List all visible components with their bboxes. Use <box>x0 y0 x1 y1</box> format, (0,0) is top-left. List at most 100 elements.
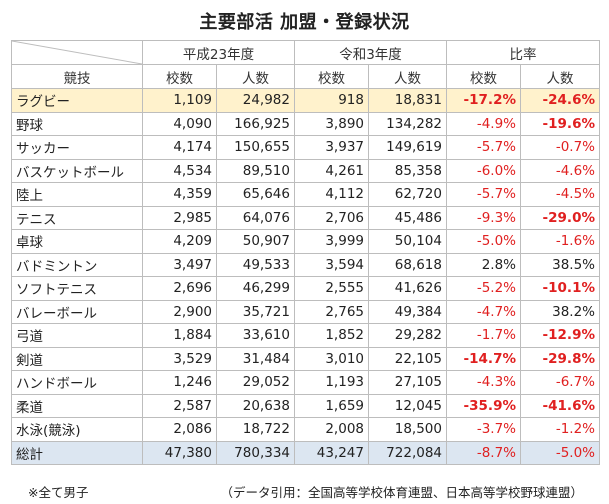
cell-people-h23: 89,510 <box>216 158 295 183</box>
note-data-source: （データ引用：全国高等学校体育連盟、日本高等学校野球連盟） <box>220 485 583 500</box>
table-row: 弓道 1,884 33,610 1,852 29,282 -1.7% -12.9% <box>11 323 600 348</box>
cell-people-h23: 46,299 <box>216 276 295 301</box>
cell-people-h23: 50,907 <box>216 229 295 254</box>
table-row-highlight: ラグビー 1,109 24,982 918 18,831 -17.2% -24.6% <box>11 88 600 113</box>
cell-schools-r3: 43,247 <box>294 440 369 465</box>
table-body: ラグビー 1,109 24,982 918 18,831 -17.2% -24.6% 野球 4,… <box>11 88 600 465</box>
cell-people-h23: 31,484 <box>216 346 295 371</box>
cell-ratio-people: 38.2% <box>520 299 600 324</box>
cell-sport: バドミントン <box>11 252 143 277</box>
cell-ratio-schools: -9.3% <box>446 205 521 230</box>
cell-people-r3: 722,084 <box>368 440 447 465</box>
cell-sport: 弓道 <box>11 323 143 348</box>
corner-cell <box>11 40 143 65</box>
cell-people-h23: 18,722 <box>216 417 295 442</box>
cell-ratio-people: -41.6% <box>520 393 600 418</box>
cell-schools-r3: 2,765 <box>294 299 369 324</box>
header-sport: 競技 <box>11 64 143 89</box>
cell-people-r3: 62,720 <box>368 182 447 207</box>
note-all-male: ※全て男子 <box>28 485 89 500</box>
header-people-ratio: 人数 <box>520 64 600 89</box>
table-row: 水泳(競泳) 2,086 18,722 2,008 18,500 -3.7% -1.2% <box>11 417 600 442</box>
table-row: バレーボール 2,900 35,721 2,765 49,384 -4.7% 38.2% <box>11 299 600 324</box>
cell-people-h23: 166,925 <box>216 111 295 136</box>
cell-schools-r3: 3,937 <box>294 135 369 160</box>
table-row: 柔道 2,587 20,638 1,659 12,045 -35.9% -41.6% <box>11 393 600 418</box>
cell-schools-r3: 2,555 <box>294 276 369 301</box>
cell-sport: 水泳(競泳) <box>11 417 143 442</box>
cell-ratio-people: -29.0% <box>520 205 600 230</box>
cell-people-r3: 134,282 <box>368 111 447 136</box>
cell-sport: テニス <box>11 205 143 230</box>
cell-sport: バレーボール <box>11 299 143 324</box>
cell-ratio-schools: -4.7% <box>446 299 521 324</box>
cell-schools-r3: 3,890 <box>294 111 369 136</box>
cell-people-r3: 27,105 <box>368 370 447 395</box>
table-row: 陸上 4,359 65,646 4,112 62,720 -5.7% -4.5% <box>11 182 600 207</box>
header-row-columns: 競技 校数 人数 校数 人数 校数 人数 <box>11 64 600 89</box>
cell-sport: ソフトテニス <box>11 276 143 301</box>
cell-ratio-schools: -17.2% <box>446 88 521 113</box>
cell-ratio-people: -12.9% <box>520 323 600 348</box>
cell-schools-h23: 4,209 <box>142 229 217 254</box>
cell-schools-h23: 1,109 <box>142 88 217 113</box>
cell-people-h23: 65,646 <box>216 182 295 207</box>
cell-ratio-people: -5.0% <box>520 440 600 465</box>
table-row: バドミントン 3,497 49,533 3,594 68,618 2.8% 38.5% <box>11 252 600 277</box>
cell-ratio-people: 38.5% <box>520 252 600 277</box>
cell-sport: 卓球 <box>11 229 143 254</box>
cell-schools-r3: 918 <box>294 88 369 113</box>
cell-schools-h23: 2,696 <box>142 276 217 301</box>
page-title: 主要部活 加盟・登録状況 <box>199 12 410 33</box>
cell-schools-h23: 3,497 <box>142 252 217 277</box>
table-row: 卓球 4,209 50,907 3,999 50,104 -5.0% -1.6% <box>11 229 600 254</box>
cell-ratio-people: -6.7% <box>520 370 600 395</box>
cell-people-h23: 33,610 <box>216 323 295 348</box>
cell-ratio-people: -29.8% <box>520 346 600 371</box>
cell-ratio-people: -4.6% <box>520 158 600 183</box>
header-group-r3: 令和3年度 <box>294 40 447 65</box>
cell-people-h23: 20,638 <box>216 393 295 418</box>
cell-ratio-schools: -4.3% <box>446 370 521 395</box>
cell-sport: ラグビー <box>11 88 143 113</box>
cell-schools-r3: 2,008 <box>294 417 369 442</box>
cell-sport: 総計 <box>11 440 143 465</box>
cell-ratio-people: -1.6% <box>520 229 600 254</box>
cell-schools-r3: 1,852 <box>294 323 369 348</box>
cell-ratio-schools: -6.0% <box>446 158 521 183</box>
cell-people-h23: 780,334 <box>216 440 295 465</box>
cell-schools-h23: 4,534 <box>142 158 217 183</box>
cell-ratio-people: -1.2% <box>520 417 600 442</box>
cell-ratio-people: -10.1% <box>520 276 600 301</box>
cell-schools-h23: 47,380 <box>142 440 217 465</box>
cell-people-h23: 24,982 <box>216 88 295 113</box>
cell-schools-h23: 2,985 <box>142 205 217 230</box>
cell-people-r3: 68,618 <box>368 252 447 277</box>
cell-schools-h23: 2,587 <box>142 393 217 418</box>
cell-ratio-schools: -35.9% <box>446 393 521 418</box>
cell-people-h23: 49,533 <box>216 252 295 277</box>
table-row: 剣道 3,529 31,484 3,010 22,105 -14.7% -29.8% <box>11 346 600 371</box>
header-schools-r3: 校数 <box>294 64 369 89</box>
header-group-ratio: 比率 <box>446 40 600 65</box>
cell-ratio-schools: -3.7% <box>446 417 521 442</box>
table-row: ハンドボール 1,246 29,052 1,193 27,105 -4.3% -6.7% <box>11 370 600 395</box>
cell-ratio-schools: -8.7% <box>446 440 521 465</box>
cell-schools-h23: 4,174 <box>142 135 217 160</box>
cell-ratio-schools: -4.9% <box>446 111 521 136</box>
cell-ratio-schools: -5.2% <box>446 276 521 301</box>
cell-sport: 剣道 <box>11 346 143 371</box>
cell-people-r3: 18,831 <box>368 88 447 113</box>
cell-schools-r3: 4,112 <box>294 182 369 207</box>
cell-ratio-schools: -14.7% <box>446 346 521 371</box>
cell-people-h23: 64,076 <box>216 205 295 230</box>
cell-ratio-people: -0.7% <box>520 135 600 160</box>
table-row: バスケットボール 4,534 89,510 4,261 85,358 -6.0% -4.6% <box>11 158 600 183</box>
cell-ratio-people: -4.5% <box>520 182 600 207</box>
cell-people-r3: 18,500 <box>368 417 447 442</box>
cell-sport: サッカー <box>11 135 143 160</box>
cell-people-h23: 35,721 <box>216 299 295 324</box>
table-row: ソフトテニス 2,696 46,299 2,555 41,626 -5.2% -10.1% <box>11 276 600 301</box>
cell-people-r3: 22,105 <box>368 346 447 371</box>
header-row-groups: 平成23年度 令和3年度 比率 <box>11 40 600 65</box>
